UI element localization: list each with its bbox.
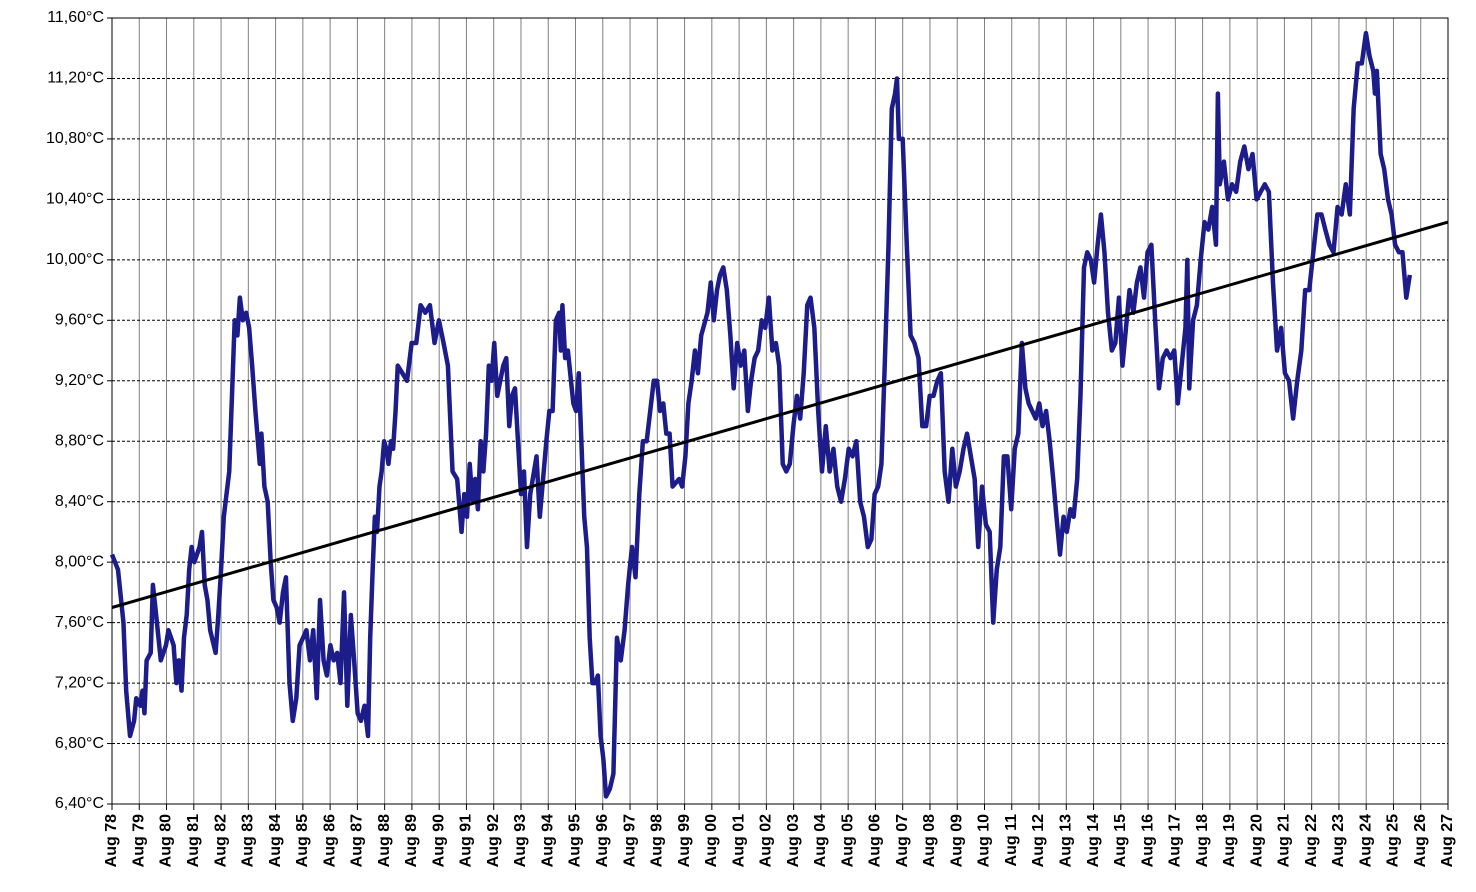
x-tick-label: Aug 07: [894, 814, 911, 867]
x-tick-label: Aug 16: [1139, 814, 1156, 867]
y-tick-label: 8,40°C: [55, 493, 104, 510]
x-tick-label: Aug 88: [376, 814, 393, 867]
x-tick-label: Aug 81: [185, 814, 202, 867]
x-tick-label: Aug 79: [130, 814, 147, 867]
y-tick-label: 8,00°C: [55, 553, 104, 570]
x-tick-label: Aug 10: [976, 814, 993, 867]
y-tick-label: 9,20°C: [55, 372, 104, 389]
x-tick-label: Aug 95: [567, 814, 584, 867]
y-tick-label: 7,20°C: [55, 674, 104, 691]
x-tick-label: Aug 25: [1385, 814, 1402, 867]
x-tick-label: Aug 04: [812, 814, 829, 867]
x-tick-label: Aug 91: [458, 814, 475, 867]
x-tick-label: Aug 03: [785, 814, 802, 867]
x-tick-label: Aug 17: [1167, 814, 1184, 867]
y-tick-label: 11,60°C: [47, 9, 104, 26]
x-tick-label: Aug 01: [730, 814, 747, 867]
x-tick-label: Aug 93: [512, 814, 529, 867]
x-tick-label: Aug 99: [676, 814, 693, 867]
x-tick-label: Aug 13: [1058, 814, 1075, 867]
x-tick-label: Aug 24: [1357, 814, 1374, 867]
y-tick-label: 10,00°C: [46, 251, 104, 268]
plot-border: [111, 17, 1449, 805]
x-tick-label: Aug 22: [1303, 814, 1320, 867]
x-tick-label: Aug 85: [294, 814, 311, 867]
x-tick-label: Aug 09: [948, 814, 965, 867]
x-tick-label: Aug 86: [321, 814, 338, 867]
x-tick-label: Aug 82: [212, 814, 229, 867]
x-tick-label: Aug 02: [758, 814, 775, 867]
y-tick-label: 10,80°C: [46, 130, 104, 147]
y-tick-label: 10,40°C: [46, 191, 104, 208]
x-tick-label: Aug 83: [240, 814, 257, 867]
x-tick-label: Aug 27: [1439, 814, 1456, 867]
x-tick-label: Aug 89: [403, 814, 420, 867]
x-tick-label: Aug 08: [921, 814, 938, 867]
x-tick-label: Aug 94: [539, 814, 556, 867]
x-tick-label: Aug 12: [1030, 814, 1047, 867]
y-tick-label: 6,80°C: [55, 735, 104, 752]
x-tick-label: Aug 14: [1085, 814, 1102, 867]
x-tick-label: Aug 87: [349, 814, 366, 867]
x-tick-label: Aug 92: [485, 814, 502, 867]
x-tick-label: Aug 11: [1003, 814, 1020, 867]
x-tick-label: Aug 90: [430, 814, 447, 867]
x-tick-label: Aug 96: [594, 814, 611, 867]
x-tick-label: Aug 84: [267, 814, 284, 867]
x-tick-label: Aug 00: [703, 814, 720, 867]
x-tick-label: Aug 20: [1248, 814, 1265, 867]
x-tick-label: Aug 26: [1412, 814, 1429, 867]
x-tick-label: Aug 78: [103, 814, 120, 867]
y-tick-label: 7,60°C: [55, 614, 104, 631]
x-tick-label: Aug 15: [1112, 814, 1129, 867]
y-tick-label: 11,20°C: [47, 70, 104, 87]
data-line: [109, 30, 1413, 799]
y-tick-label: 9,60°C: [55, 312, 104, 329]
x-tick-label: Aug 80: [158, 814, 175, 867]
x-tick-label: Aug 05: [839, 814, 856, 867]
x-tick-label: Aug 21: [1276, 814, 1293, 867]
trend-line: [111, 220, 1449, 609]
x-tick-label: Aug 06: [867, 814, 884, 867]
x-tick-label: Aug 18: [1194, 814, 1211, 867]
x-tick-label: Aug 98: [649, 814, 666, 867]
y-tick-label: 8,80°C: [55, 432, 104, 449]
x-tick-label: Aug 23: [1330, 814, 1347, 867]
x-tick-label: Aug 19: [1221, 814, 1238, 867]
y-tick-label: 6,40°C: [55, 795, 104, 812]
x-tick-label: Aug 97: [621, 814, 638, 867]
